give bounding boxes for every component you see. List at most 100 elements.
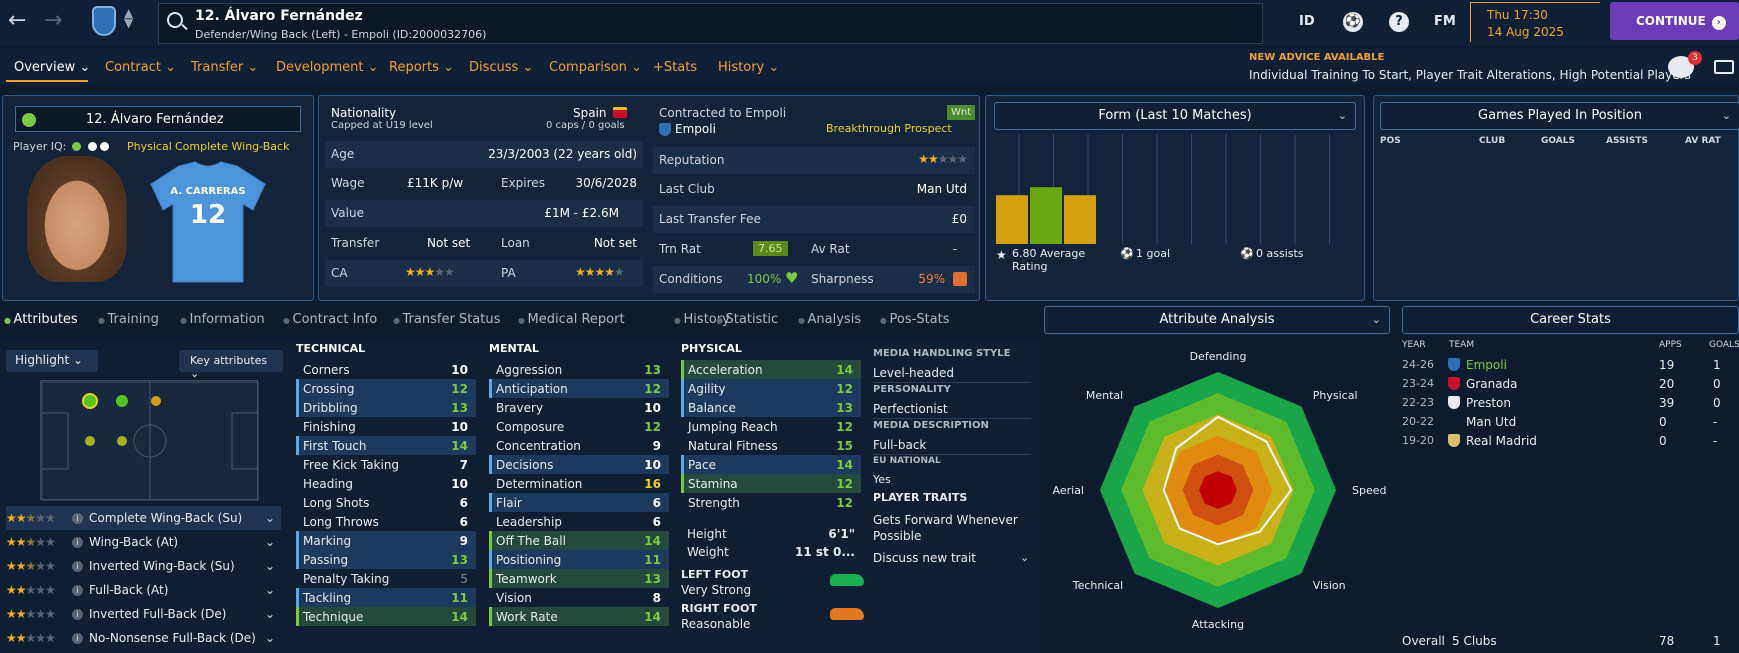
attribute-row[interactable]: Composure 12 bbox=[489, 417, 669, 436]
attribute-row[interactable]: Determination 16 bbox=[489, 474, 669, 493]
career-col-year[interactable]: YEAR bbox=[1402, 340, 1426, 350]
attribute-row[interactable]: Passing 13 bbox=[296, 550, 476, 569]
gpp-header[interactable]: Games Played In Position ⌄ bbox=[1380, 102, 1739, 130]
form-bar[interactable] bbox=[1030, 187, 1062, 244]
gpp-col-goals[interactable]: GOALS bbox=[1541, 136, 1575, 146]
tab-history[interactable]: History ⌄ bbox=[718, 60, 780, 75]
career-col-apps[interactable]: APPS bbox=[1659, 340, 1682, 350]
subtab-transfer-status[interactable]: Transfer Status bbox=[393, 312, 501, 327]
attribute-row[interactable]: First Touch 14 bbox=[296, 436, 476, 455]
attribute-row[interactable]: Agility 12 bbox=[681, 379, 861, 398]
subtab-attributes[interactable]: Attributes bbox=[4, 312, 78, 327]
fm-button[interactable]: FM bbox=[1434, 14, 1456, 29]
help-icon[interactable]: ? bbox=[1389, 12, 1409, 32]
search-icon[interactable] bbox=[167, 12, 183, 28]
attribute-row[interactable]: Long Throws 6 bbox=[296, 512, 476, 531]
expand-icon[interactable]: ⌄ bbox=[265, 535, 276, 549]
attribute-row[interactable]: Flair 6 bbox=[489, 493, 669, 512]
expand-icon[interactable]: ⌄ bbox=[265, 511, 276, 525]
gpp-col-assists[interactable]: ASSISTS bbox=[1606, 136, 1648, 146]
career-team[interactable]: Preston bbox=[1466, 395, 1511, 410]
career-team[interactable]: Empoli bbox=[1466, 357, 1507, 372]
info-icon[interactable]: i bbox=[72, 584, 83, 596]
back-icon[interactable]: ← bbox=[8, 8, 27, 33]
attribute-row[interactable]: Corners 10 bbox=[296, 360, 476, 379]
gpp-col-pos[interactable]: POS bbox=[1380, 136, 1401, 146]
attribute-row[interactable]: Strength 12 bbox=[681, 493, 861, 512]
attribute-row[interactable]: Tackling 11 bbox=[296, 588, 476, 607]
form-bar[interactable] bbox=[996, 195, 1028, 244]
attribute-row[interactable]: Jumping Reach 12 bbox=[681, 417, 861, 436]
role-row[interactable]: ★★★★★ i Inverted Full-Back (De) ⌄ bbox=[6, 602, 281, 626]
player-search-box[interactable]: 12. Álvaro Fernández Defender/Wing Back … bbox=[158, 3, 1263, 44]
collapse-icon[interactable]: ⌄ bbox=[1371, 313, 1381, 326]
highlight-dropdown[interactable]: Highlight ⌄ bbox=[6, 350, 98, 372]
tab-overview[interactable]: Overview ⌄ bbox=[14, 60, 91, 75]
tab-development[interactable]: Development ⌄ bbox=[276, 60, 379, 75]
info-icon[interactable]: i bbox=[72, 536, 83, 548]
attribute-row[interactable]: Heading 10 bbox=[296, 474, 476, 493]
attribute-row[interactable]: Crossing 12 bbox=[296, 379, 476, 398]
advice-text[interactable]: Individual Training To Start, Player Tra… bbox=[1249, 68, 1691, 82]
gpp-col-club[interactable]: CLUB bbox=[1479, 136, 1506, 146]
tab-discuss[interactable]: Discuss ⌄ bbox=[469, 60, 534, 75]
date-display[interactable]: Thu 17:30 14 Aug 2025 bbox=[1470, 2, 1600, 42]
advice-title[interactable]: NEW ADVICE AVAILABLE bbox=[1249, 52, 1385, 63]
attribute-row[interactable]: Free Kick Taking 7 bbox=[296, 455, 476, 474]
attribute-row[interactable]: Positioning 11 bbox=[489, 550, 669, 569]
last-club-value[interactable]: Man Utd bbox=[916, 182, 967, 196]
club-name[interactable]: Empoli bbox=[675, 122, 716, 136]
role-row[interactable]: ★★★★★ i No-Nonsense Full-Back (De) ⌄ bbox=[6, 626, 281, 650]
role-row[interactable]: ★★★★★ i Full-Back (At) ⌄ bbox=[6, 578, 281, 602]
career-team[interactable]: Granada bbox=[1466, 376, 1518, 391]
career-team[interactable]: Man Utd bbox=[1466, 414, 1517, 429]
id-button[interactable]: ID bbox=[1299, 14, 1315, 29]
attribute-row[interactable]: Marking 9 bbox=[296, 531, 476, 550]
info-icon[interactable]: i bbox=[72, 608, 83, 620]
trait-item[interactable]: Gets Forward Whenever Possible bbox=[873, 513, 1018, 543]
tab-contract[interactable]: Contract ⌄ bbox=[105, 60, 176, 75]
career-row[interactable]: 24-26 Empoli 19 1 bbox=[1402, 355, 1739, 374]
chevron-down-icon[interactable]: ⌄ bbox=[1020, 551, 1030, 564]
attribute-row[interactable]: Stamina 12 bbox=[681, 474, 861, 493]
role-row[interactable]: ★★★★★ i Wing-Back (At) ⌄ bbox=[6, 530, 281, 554]
attribute-row[interactable]: Anticipation 12 bbox=[489, 379, 669, 398]
discuss-trait-button[interactable]: Discuss new trait bbox=[873, 551, 976, 565]
attribute-row[interactable]: Leadership 6 bbox=[489, 512, 669, 531]
collapse-icon[interactable]: ⌄ bbox=[1337, 109, 1347, 122]
role-row[interactable]: ★★★★★ i Complete Wing-Back (Su) ⌄ bbox=[6, 506, 281, 530]
career-row[interactable]: 19-20 Real Madrid 0 - bbox=[1402, 431, 1739, 450]
tab-plus-stats[interactable]: +Stats bbox=[653, 60, 698, 75]
collapse-icon[interactable]: ⌄ bbox=[1721, 109, 1731, 122]
subtab-training[interactable]: Training bbox=[98, 312, 159, 327]
club-crest-icon[interactable] bbox=[92, 6, 116, 36]
forward-icon[interactable]: → bbox=[44, 8, 63, 33]
attribute-row[interactable]: Dribbling 13 bbox=[296, 398, 476, 417]
attribute-row[interactable]: Vision 8 bbox=[489, 588, 669, 607]
attribute-row[interactable]: Concentration 9 bbox=[489, 436, 669, 455]
cycle-arrows-icon[interactable]: ▲ ▼ bbox=[124, 6, 134, 30]
subtab-contract-info[interactable]: Contract Info bbox=[283, 312, 378, 327]
subtab-information[interactable]: Information bbox=[180, 312, 265, 327]
nationality[interactable]: Spain bbox=[573, 106, 607, 120]
monitor-icon[interactable] bbox=[1714, 60, 1734, 74]
attribute-row[interactable]: Off The Ball 14 bbox=[489, 531, 669, 550]
form-header[interactable]: Form (Last 10 Matches) ⌄ bbox=[994, 102, 1356, 130]
subtab-pos-stats[interactable]: Pos-Stats bbox=[880, 312, 950, 327]
analysis-header[interactable]: Attribute Analysis ⌄ bbox=[1044, 306, 1390, 334]
info-icon[interactable]: i bbox=[72, 632, 83, 644]
expand-icon[interactable]: ⌄ bbox=[265, 583, 276, 597]
continue-button[interactable]: CONTINUE › bbox=[1610, 2, 1739, 40]
career-row[interactable]: 20-22 Man Utd 0 - bbox=[1402, 412, 1739, 431]
attribute-row[interactable]: Teamwork 13 bbox=[489, 569, 669, 588]
info-icon[interactable]: i bbox=[72, 512, 83, 524]
subtab-statistic[interactable]: Statistic bbox=[716, 312, 779, 327]
subtab-analysis[interactable]: Analysis bbox=[798, 312, 862, 327]
subtab-medical-report[interactable]: Medical Report bbox=[518, 312, 625, 327]
expand-icon[interactable]: ⌄ bbox=[265, 631, 276, 645]
gpp-col-avrat[interactable]: AV RAT bbox=[1685, 136, 1721, 146]
role-row[interactable]: ★★★★★ i Inverted Wing-Back (Su) ⌄ bbox=[6, 554, 281, 578]
career-col-team[interactable]: TEAM bbox=[1449, 340, 1475, 350]
attribute-row[interactable]: Penalty Taking 5 bbox=[296, 569, 476, 588]
attribute-row[interactable]: Pace 14 bbox=[681, 455, 861, 474]
